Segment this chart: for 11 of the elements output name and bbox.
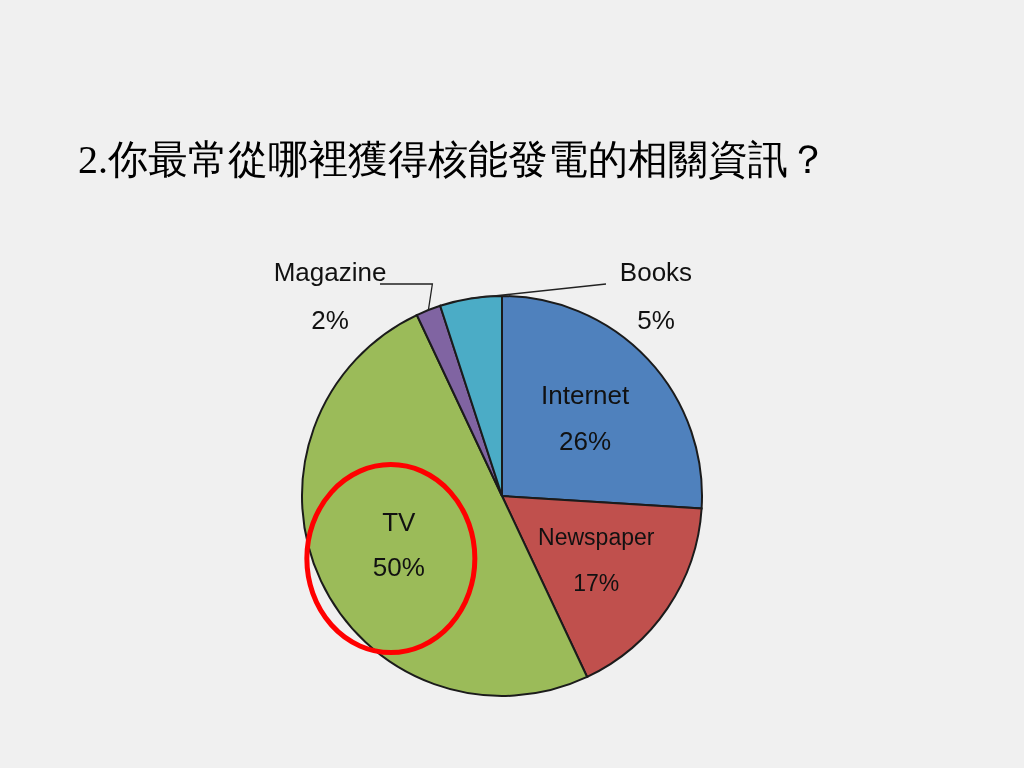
data-label: 50% (372, 552, 425, 583)
slice-label: TV (382, 506, 417, 537)
chart-title: 2.你最常從哪裡獲得核能發電的相關資訊？ (78, 136, 828, 184)
slice-label: Books (619, 257, 693, 287)
data-label: 5% (637, 305, 675, 335)
data-label: 2% (311, 305, 349, 335)
slice-label: Newspaper (538, 524, 655, 551)
slice-label: Internet (541, 380, 630, 411)
data-label: 17% (573, 569, 620, 596)
slice-label: Magazine (273, 257, 387, 287)
data-label: 26% (559, 425, 612, 456)
